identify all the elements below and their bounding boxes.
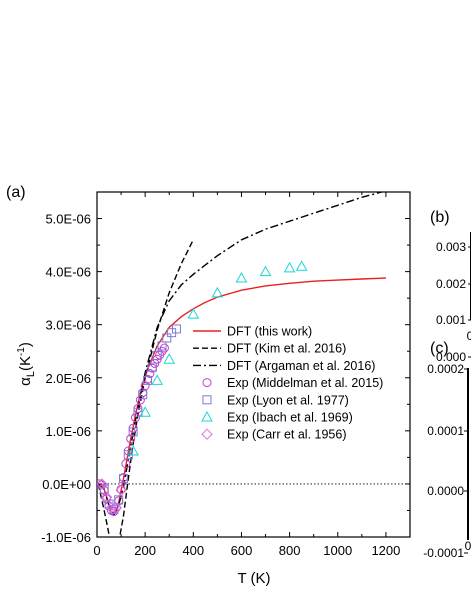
data-point-square	[99, 484, 109, 494]
panel-c-y-tick-label: -0.0001	[423, 546, 464, 560]
data-point-circle	[145, 369, 155, 379]
x-tick-label: 800	[279, 543, 301, 558]
panel-b-y-tick-label: 0.002	[436, 277, 466, 291]
svg-text:αL(K-1): αL(K-1)	[16, 342, 37, 386]
x-tick-label: 1000	[323, 543, 352, 558]
legend: DFT (this work) DFT (Kim et al. 2016) DFT …	[193, 325, 383, 442]
x-tick-label: 600	[231, 543, 253, 558]
panel-c-y-tick-label: 0.0002	[427, 362, 464, 376]
data-point-triangle	[187, 308, 200, 319]
y-tick-label: 3.0E-06	[45, 318, 91, 333]
data-point-square	[128, 427, 138, 437]
data-point-square	[171, 324, 181, 334]
y-tick-label: -1.0E-06	[41, 530, 91, 545]
panel-label-b: (b)	[430, 209, 450, 226]
series-line-1	[97, 239, 194, 537]
data-point-square	[147, 362, 157, 372]
y-axis-title-sub: L	[25, 371, 37, 377]
data-point-triangle	[201, 410, 213, 422]
data-point-circle	[140, 381, 150, 391]
legend-label-6: Exp (Carr et al. 1956)	[227, 428, 347, 442]
data-point-diamond	[201, 428, 213, 440]
data-point-triangle	[151, 374, 164, 385]
panel-b-x-tick-label: 0	[467, 329, 471, 343]
panel-label-a: (a)	[6, 184, 26, 201]
data-point-circle	[159, 343, 169, 353]
data-point-square	[138, 390, 148, 400]
data-point-diamond	[115, 484, 127, 496]
legend-label-0: DFT (this work)	[227, 325, 312, 339]
panel-c-axis: 0.0002 0.0001 0.0000 -0.0001 0	[423, 362, 471, 560]
data-point-diamond	[105, 502, 118, 514]
panel-c-x-tick-label: 0	[465, 539, 471, 553]
legend-label-1: DFT (Kim et al. 2016)	[227, 342, 346, 356]
y-axis-title: αL(K-1)	[16, 342, 37, 386]
y-tick-label: 1.0E-06	[45, 424, 91, 439]
x-tick-label: 400	[182, 543, 204, 558]
y-axis-title-unit-pre: (K	[17, 356, 34, 371]
data-point-triangle	[127, 444, 139, 456]
data-point-square	[162, 333, 172, 343]
data-point-triangle	[259, 265, 272, 277]
panel-c-y-tick-label: 0.0000	[427, 484, 464, 498]
x-axis: 0 200 400 600 800 1000 1200	[93, 192, 411, 558]
x-axis-title: T (K)	[237, 570, 270, 587]
series-clip-group	[97, 192, 386, 537]
plot-frame-a	[96, 191, 411, 538]
panel-b-y-tick-label: 0.000	[436, 350, 466, 364]
y-axis-title-main: α	[17, 377, 34, 386]
data-point-diamond	[100, 491, 113, 503]
y-axis-title-unit-post: )	[17, 342, 34, 347]
legend-label-3: Exp (Middelman et al. 2015)	[227, 376, 383, 390]
data-point-square	[118, 474, 128, 484]
panel-label-c: (c)	[430, 340, 449, 357]
legend-label-5: Exp (Ibach et al. 1969)	[227, 411, 353, 425]
data-point-diamond	[97, 478, 108, 490]
y-tick-label: 0.0E+00	[42, 477, 91, 492]
y-axis: -1.0E-06 0.0E+00 1.0E-06 2.0E-06 3.0E-06 4.0E…	[41, 212, 410, 545]
data-point-triangle	[295, 260, 308, 271]
x-tick-label: 1200	[371, 543, 400, 558]
x-tick-label: 200	[134, 543, 156, 558]
data-point-triangle	[139, 406, 152, 417]
data-point-square	[152, 350, 162, 360]
y-tick-label: 4.0E-06	[45, 265, 91, 280]
data-point-circle	[126, 434, 136, 444]
data-point-circle	[121, 459, 131, 469]
data-point-circle	[131, 413, 141, 423]
legend-label-4: Exp (Lyon et al. 1977)	[227, 393, 349, 407]
data-point-circle	[202, 378, 212, 388]
panel-c-y-tick-label: 0.0001	[427, 424, 464, 438]
y-tick-label: 2.0E-06	[45, 371, 91, 386]
y-axis-title-unit-sup: -1	[16, 347, 27, 356]
data-point-square	[202, 395, 212, 405]
data-point-diamond	[110, 502, 122, 514]
data-point-triangle	[211, 286, 224, 298]
data-point-square	[157, 341, 167, 351]
panel-b-y-tick-label: 0.001	[436, 313, 466, 327]
data-point-triangle	[163, 353, 176, 364]
data-point-triangle	[235, 271, 248, 283]
x-tick-label: 0	[93, 543, 100, 558]
data-point-square	[143, 375, 153, 385]
legend-label-2: DFT (Argaman et al. 2016)	[227, 359, 375, 373]
panel-b-y-tick-label: 0.003	[436, 240, 466, 254]
y-tick-label: 5.0E-06	[45, 212, 91, 227]
data-point-square	[114, 495, 124, 505]
data-point-triangle	[283, 261, 296, 273]
series-layer	[97, 192, 386, 537]
